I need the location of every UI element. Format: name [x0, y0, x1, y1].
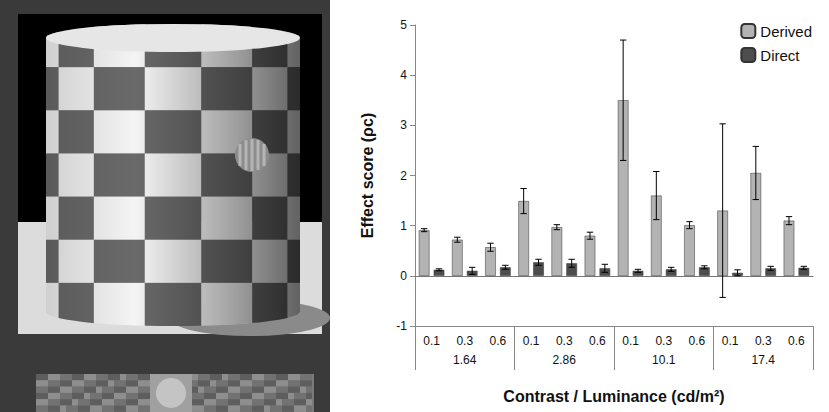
svg-text:4: 4	[400, 68, 407, 82]
svg-text:0.1: 0.1	[423, 334, 440, 348]
svg-text:Direct: Direct	[760, 47, 800, 64]
svg-text:0.6: 0.6	[490, 334, 507, 348]
svg-text:2.86: 2.86	[553, 353, 577, 367]
svg-text:17.4: 17.4	[752, 353, 776, 367]
svg-text:0.3: 0.3	[755, 334, 772, 348]
svg-text:0.1: 0.1	[722, 334, 739, 348]
svg-text:1: 1	[400, 219, 407, 233]
svg-text:0.1: 0.1	[622, 334, 639, 348]
svg-text:0: 0	[400, 269, 407, 283]
svg-text:Effect score (ρc): Effect score (ρc)	[359, 113, 376, 239]
svg-text:10.1: 10.1	[652, 353, 676, 367]
svg-text:0.6: 0.6	[788, 334, 805, 348]
svg-text:Derived: Derived	[760, 23, 812, 40]
svg-text:5: 5	[400, 18, 407, 32]
svg-text:1.64: 1.64	[453, 353, 477, 367]
svg-text:0.3: 0.3	[556, 334, 573, 348]
svg-text:2: 2	[400, 169, 407, 183]
svg-text:0.3: 0.3	[655, 334, 672, 348]
svg-text:0.3: 0.3	[456, 334, 473, 348]
svg-text:Contrast / Luminance (cd/m²): Contrast / Luminance (cd/m²)	[503, 388, 724, 405]
svg-text:-1: -1	[396, 319, 407, 333]
svg-text:0.1: 0.1	[523, 334, 540, 348]
svg-text:0.6: 0.6	[689, 334, 706, 348]
svg-text:0.6: 0.6	[589, 334, 606, 348]
svg-text:3: 3	[400, 118, 407, 132]
